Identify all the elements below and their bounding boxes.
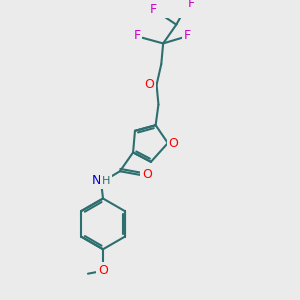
Text: O: O bbox=[98, 264, 108, 278]
Text: F: F bbox=[133, 29, 140, 42]
Text: O: O bbox=[142, 168, 152, 181]
Text: F: F bbox=[184, 29, 191, 42]
Text: F: F bbox=[188, 0, 195, 11]
Text: O: O bbox=[144, 78, 154, 91]
Text: F: F bbox=[150, 3, 157, 16]
Text: H: H bbox=[102, 176, 110, 186]
Text: N: N bbox=[92, 174, 101, 187]
Text: O: O bbox=[169, 136, 178, 149]
